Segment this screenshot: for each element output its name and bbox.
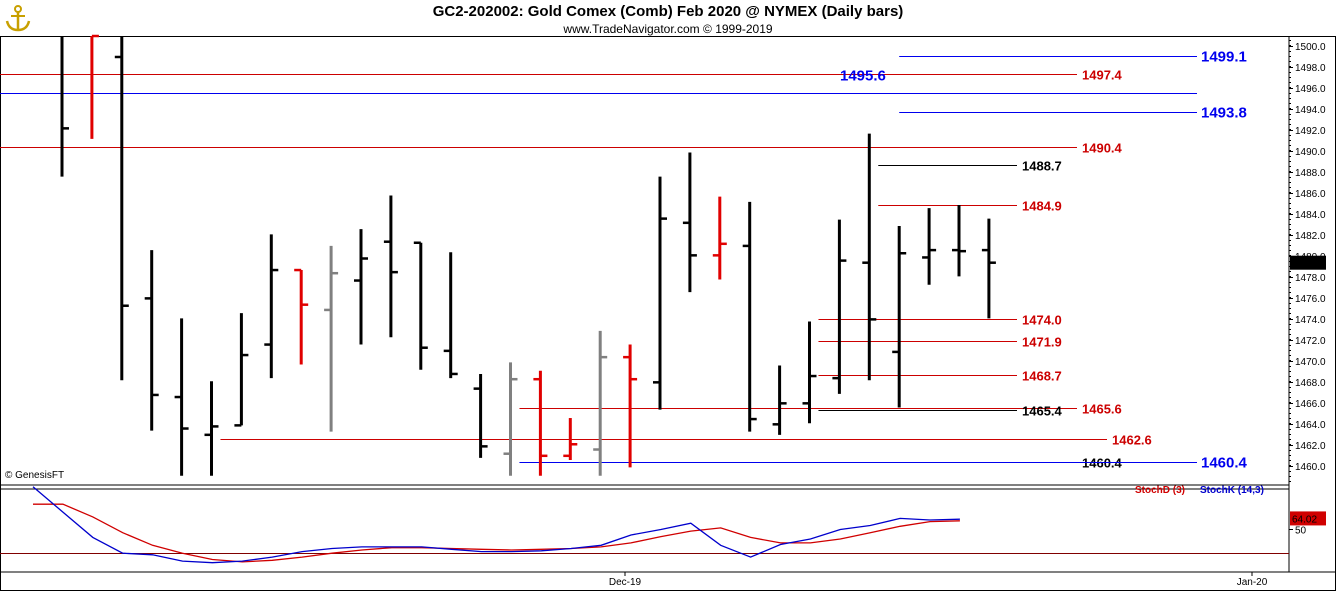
price-tick-label: 1462.0 bbox=[1295, 441, 1326, 452]
chart-header: GC2-202002: Gold Comex (Comb) Feb 2020 @… bbox=[0, 0, 1336, 36]
price-tick-label: 1476.0 bbox=[1295, 294, 1326, 305]
ohlc-bar bbox=[264, 234, 279, 379]
ohlc-bar bbox=[623, 344, 638, 468]
level-label-1465.4: 1465.4 bbox=[1022, 404, 1063, 419]
price-tick-label: 1474.0 bbox=[1295, 315, 1326, 326]
ohlc-bar bbox=[922, 208, 937, 285]
price-tick-label: 1484.0 bbox=[1295, 210, 1326, 221]
level-label-1460.4: 1460.4 bbox=[1201, 455, 1248, 472]
ohlc-bars bbox=[60, 34, 996, 476]
price-tick-label: 1488.0 bbox=[1295, 168, 1326, 179]
ohlc-bar bbox=[682, 152, 697, 293]
level-label-1484.9: 1484.9 bbox=[1022, 199, 1062, 214]
level-label-1488.7: 1488.7 bbox=[1022, 159, 1062, 174]
price-tick-label: 1464.0 bbox=[1295, 420, 1326, 431]
ohlc-bar bbox=[294, 268, 309, 365]
level-label-1499.1: 1499.1 bbox=[1201, 49, 1247, 66]
time-tick-label: Jan-20 bbox=[1237, 577, 1268, 588]
price-tick-label: 1496.0 bbox=[1295, 84, 1326, 95]
stoch-value-label: 64.02 bbox=[1292, 514, 1317, 525]
price-tick-label: 1482.0 bbox=[1295, 231, 1326, 242]
stoch-d-legend: StochD (3) bbox=[1135, 485, 1185, 496]
price-tick-label: 1498.0 bbox=[1295, 63, 1326, 74]
price-tick-label: 1470.0 bbox=[1295, 357, 1326, 368]
price-tick-label: 1466.0 bbox=[1295, 399, 1326, 410]
level-label-1474.0: 1474.0 bbox=[1022, 313, 1062, 328]
ohlc-bar bbox=[204, 381, 219, 476]
ohlc-bar bbox=[324, 245, 339, 432]
chart-frame bbox=[0, 36, 1336, 591]
price-tick-label: 1478.0 bbox=[1295, 273, 1326, 284]
ohlc-bar bbox=[174, 318, 189, 476]
level-label-1468.7: 1468.7 bbox=[1022, 369, 1062, 384]
price-tick-label: 1494.0 bbox=[1295, 105, 1326, 116]
ohlc-bar bbox=[354, 229, 368, 345]
ohlc-bar bbox=[862, 133, 877, 381]
ohlc-bar bbox=[413, 241, 428, 370]
price-tick-label: 1472.0 bbox=[1295, 336, 1326, 347]
ohlc-bar bbox=[802, 321, 817, 424]
outer-frame bbox=[0, 36, 1336, 591]
ohlc-bar bbox=[892, 225, 907, 408]
ohlc-bar bbox=[772, 365, 787, 435]
current-price-label: 1479.4 bbox=[1292, 259, 1323, 270]
ohlc-bar bbox=[90, 34, 99, 139]
level-label-1462.6: 1462.6 bbox=[1112, 433, 1152, 448]
ohlc-bar bbox=[144, 250, 159, 431]
time-axis: Dec-19 Jan-20 bbox=[609, 572, 1268, 588]
ohlc-bar bbox=[234, 313, 249, 427]
price-tick-label: 1460.0 bbox=[1295, 462, 1326, 473]
level-label-1471.9: 1471.9 bbox=[1022, 335, 1062, 350]
level-label-1495.6: 1495.6 bbox=[840, 68, 886, 85]
level-label-1490.4: 1490.4 bbox=[1082, 141, 1123, 156]
chart-subtitle: www.TradeNavigator.com © 1999-2019 bbox=[563, 22, 773, 36]
ohlc-bar bbox=[653, 176, 667, 410]
price-tick-label: 1500.0 bbox=[1295, 42, 1326, 53]
price-tick-label: 1486.0 bbox=[1295, 189, 1326, 200]
ohlc-bar bbox=[114, 36, 129, 381]
ohlc-bar bbox=[712, 196, 727, 280]
genesis-credit: © GenesisFT bbox=[5, 470, 64, 481]
ohlc-bar bbox=[503, 362, 518, 476]
ohlc-bar bbox=[742, 201, 757, 432]
stoch-d-line bbox=[33, 503, 960, 563]
current-price-box bbox=[1290, 255, 1326, 270]
ohlc-bar bbox=[981, 218, 996, 319]
ohlc-bar bbox=[383, 195, 398, 338]
stoch-value-box bbox=[1290, 511, 1326, 526]
ohlc-bar bbox=[533, 370, 548, 476]
ohlc-bar bbox=[473, 373, 488, 458]
ohlc-bar bbox=[952, 204, 966, 277]
anchor-logo-icon bbox=[5, 5, 31, 32]
ohlc-bar bbox=[443, 252, 458, 379]
ohlc-bar bbox=[593, 330, 608, 476]
ohlc-bar bbox=[832, 219, 847, 394]
price-axis: 1460.0 1462.0 1464.0 1466.0 1468.0 1470.0 1472… bbox=[1289, 40, 1326, 482]
level-label-1497.4: 1497.4 bbox=[1082, 68, 1123, 83]
price-tick-label: 1468.0 bbox=[1295, 378, 1326, 389]
chart-title: GC2-202002: Gold Comex (Comb) Feb 2020 @… bbox=[432, 3, 904, 20]
ohlc-bar bbox=[60, 36, 69, 177]
level-label-1493.8: 1493.8 bbox=[1201, 105, 1247, 122]
stoch-tick-label: 50 bbox=[1295, 526, 1307, 537]
level-label-1465.6: 1465.6 bbox=[1082, 402, 1122, 417]
price-tick-label: 1490.0 bbox=[1295, 147, 1326, 158]
stoch-k-legend: StochK (14,3) bbox=[1200, 485, 1264, 496]
stoch-k-line bbox=[32, 486, 960, 564]
ohlc-bar bbox=[563, 418, 578, 461]
price-tick-label: 1492.0 bbox=[1295, 126, 1326, 137]
time-tick-label: Dec-19 bbox=[609, 577, 642, 588]
level-lines: 1499.1 1497.4 1495.6 1493.8 1490.4 1488.7 1484… bbox=[0, 49, 1248, 472]
